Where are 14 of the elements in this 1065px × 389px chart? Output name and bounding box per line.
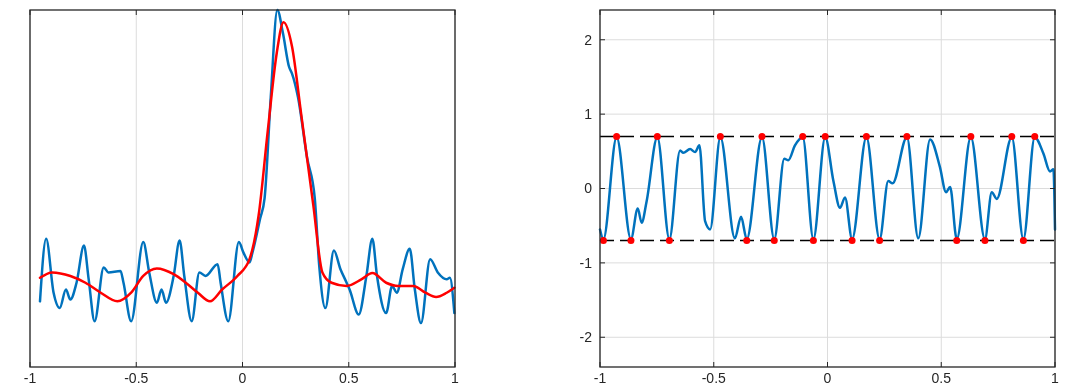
y-tick-label: 2: [584, 31, 593, 48]
y-tick-label: -2: [579, 329, 593, 346]
x-tick-label: 0.5: [931, 370, 952, 386]
x-tick-label: 0: [823, 370, 832, 386]
y-tick-label: 1: [584, 106, 593, 123]
x-tick-label: -0.5: [701, 370, 727, 386]
x-tick-label: 1: [1051, 370, 1060, 386]
y-tick-label: -1: [579, 254, 593, 271]
x-tick-label: 0.5: [339, 370, 359, 386]
x-tick-label: -1: [23, 370, 37, 386]
x-tick-label: 1: [451, 370, 460, 386]
x-tick-label: 0: [238, 370, 247, 386]
y-tick-label: 0: [584, 180, 593, 197]
x-tick-label: -0.5: [124, 370, 149, 386]
